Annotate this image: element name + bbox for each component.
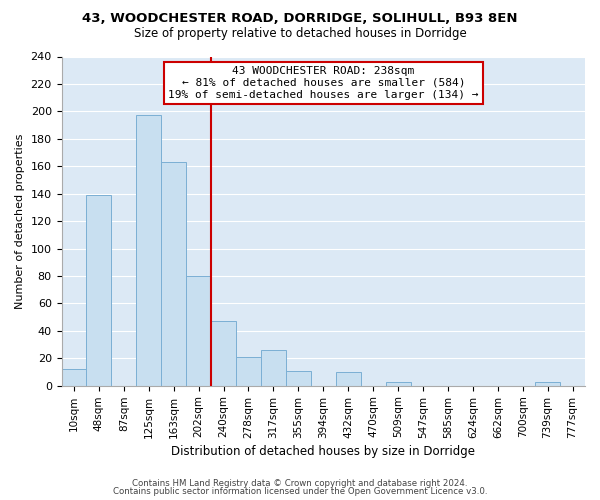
Text: 43 WOODCHESTER ROAD: 238sqm
← 81% of detached houses are smaller (584)
19% of se: 43 WOODCHESTER ROAD: 238sqm ← 81% of det…	[168, 66, 479, 100]
Bar	[136, 116, 161, 386]
Bar	[211, 321, 236, 386]
Text: Contains HM Land Registry data © Crown copyright and database right 2024.: Contains HM Land Registry data © Crown c…	[132, 478, 468, 488]
Text: 43, WOODCHESTER ROAD, DORRIDGE, SOLIHULL, B93 8EN: 43, WOODCHESTER ROAD, DORRIDGE, SOLIHULL…	[82, 12, 518, 26]
X-axis label: Distribution of detached houses by size in Dorridge: Distribution of detached houses by size …	[171, 444, 475, 458]
Bar	[336, 372, 361, 386]
Bar	[86, 195, 112, 386]
Y-axis label: Number of detached properties: Number of detached properties	[15, 134, 25, 309]
Bar	[186, 276, 211, 386]
Bar	[386, 382, 410, 386]
Text: Size of property relative to detached houses in Dorridge: Size of property relative to detached ho…	[134, 28, 466, 40]
Bar	[286, 370, 311, 386]
Bar	[535, 382, 560, 386]
Text: Contains public sector information licensed under the Open Government Licence v3: Contains public sector information licen…	[113, 487, 487, 496]
Bar	[236, 357, 261, 386]
Bar	[261, 350, 286, 386]
Bar	[161, 162, 186, 386]
Bar	[62, 369, 86, 386]
